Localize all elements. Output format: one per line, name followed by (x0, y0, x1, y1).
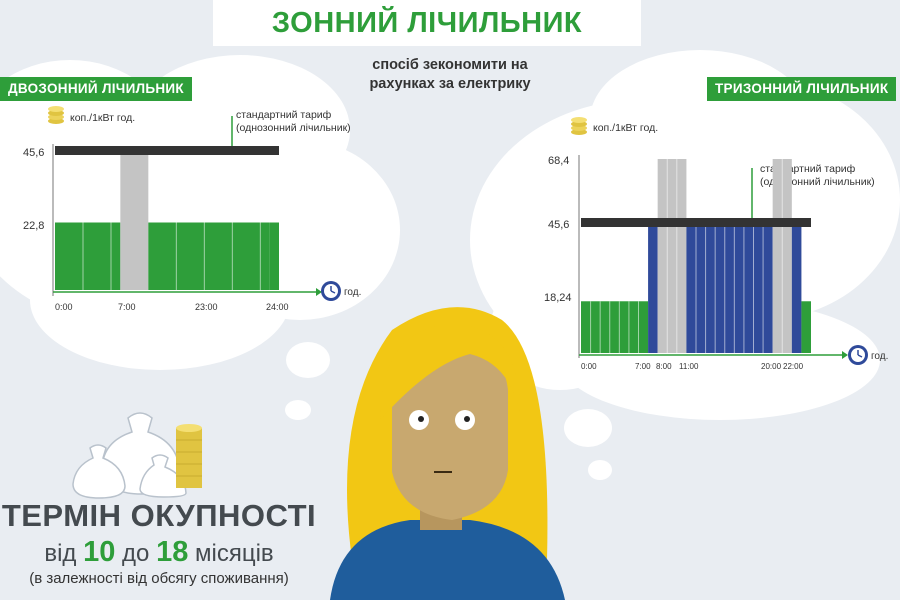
clock-icon (848, 345, 868, 365)
two-zone-bar-3 (269, 222, 279, 290)
right-eye (455, 410, 475, 430)
hair-front (380, 324, 520, 420)
three-zone-x-tick-22: 22:00 (783, 362, 804, 371)
two-zone-bar-0 (55, 222, 121, 290)
two-zone-x-axis-arrow (316, 288, 322, 296)
two-zone-x-tick-24: 24:00 (266, 302, 289, 312)
money-bag-icon (72, 412, 187, 499)
subtitle-line-1: спосіб зекономити на (372, 57, 528, 73)
three-zone-x-tick-7: 7:00 (635, 362, 651, 371)
three-zone-y-unit: коп./1кВт год. (593, 122, 658, 134)
payback-to-word: до (122, 540, 150, 567)
payback-note: (в залежності від обсягу споживання) (29, 570, 289, 587)
three-zone-bar-5 (791, 223, 802, 353)
two-zone-bar-1 (120, 155, 149, 290)
two-zone-badge: ДВОЗОННИЙ ЛІЧИЛЬНИК (0, 77, 192, 101)
left-eye (409, 410, 429, 430)
payback-heading: ТЕРМІН ОКУПНОСТІ (1, 498, 317, 533)
three-zone-y-tick-68: 68,4 (548, 155, 569, 167)
three-zone-y-tick-18: 18,24 (544, 292, 572, 304)
two-zone-y-unit: коп./1кВт год. (70, 112, 135, 124)
three-zone-badge: ТРИЗОННИЙ ЛІЧИЛЬНИК (707, 77, 897, 101)
subtitle-line-2: рахунках за електрику (369, 76, 531, 92)
three-zone-y-tick-45: 45,6 (548, 219, 569, 231)
two-zone-x-tick-0: 0:00 (55, 302, 73, 312)
coin-stack-icon (571, 117, 587, 135)
two-zone-x-tick-23: 23:00 (195, 302, 218, 312)
payback-block: ТЕРМІН ОКУПНОСТІ від 10 до 18 місяців (в… (0, 498, 318, 587)
subtitle: спосіб зекономити на рахунках за електри… (300, 56, 600, 94)
two-zone-time-unit: год. (344, 287, 361, 298)
three-zone-x-tick-20: 20:00 (761, 362, 782, 371)
three-zone-bar-2 (657, 159, 687, 353)
three-zone-x-axis-arrow (842, 351, 848, 359)
face (392, 340, 508, 520)
three-zone-x-tick-11: 11:00 (679, 362, 699, 371)
three-zone-bar-6 (801, 301, 811, 353)
three-zone-bar-3 (686, 223, 773, 353)
payback-from-word: від (44, 540, 77, 567)
two-zone-y-tick-45: 45,6 (23, 147, 44, 159)
coin-stack-icon (48, 106, 64, 124)
coin-stack-icon (176, 424, 202, 488)
two-zone-x-tick-7: 7:00 (118, 302, 136, 312)
two-zone-tariff-line-1: стандартний тариф (236, 109, 332, 121)
two-zone-tariff-line (55, 146, 279, 155)
three-zone-bar-0 (581, 301, 649, 353)
two-zone-tariff-line-2: (однозонний лічильник) (236, 122, 351, 134)
three-zone-tariff-line (581, 218, 811, 227)
three-zone-bar-1 (648, 223, 658, 353)
payback-to-value: 18 (156, 536, 189, 568)
three-zone-x-tick-8: 8:00 (656, 362, 672, 371)
payback-from-value: 10 (83, 536, 116, 568)
two-zone-bar-2 (148, 222, 270, 290)
page-title: ЗОННИЙ ЛІЧИЛЬНИК (213, 0, 641, 46)
three-zone-x-tick-0: 0:00 (581, 362, 597, 371)
two-zone-y-tick-22: 22,8 (23, 220, 44, 232)
three-zone-time-unit: год. (871, 351, 888, 362)
payback-range: від 10 до 18 місяців (0, 536, 318, 569)
payback-months: місяців (195, 540, 274, 567)
shirt (330, 520, 565, 600)
clock-icon (321, 281, 341, 301)
